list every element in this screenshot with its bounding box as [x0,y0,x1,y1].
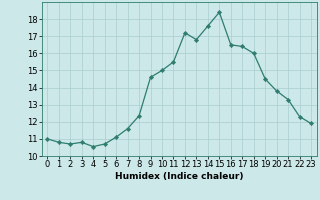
X-axis label: Humidex (Indice chaleur): Humidex (Indice chaleur) [115,172,244,181]
